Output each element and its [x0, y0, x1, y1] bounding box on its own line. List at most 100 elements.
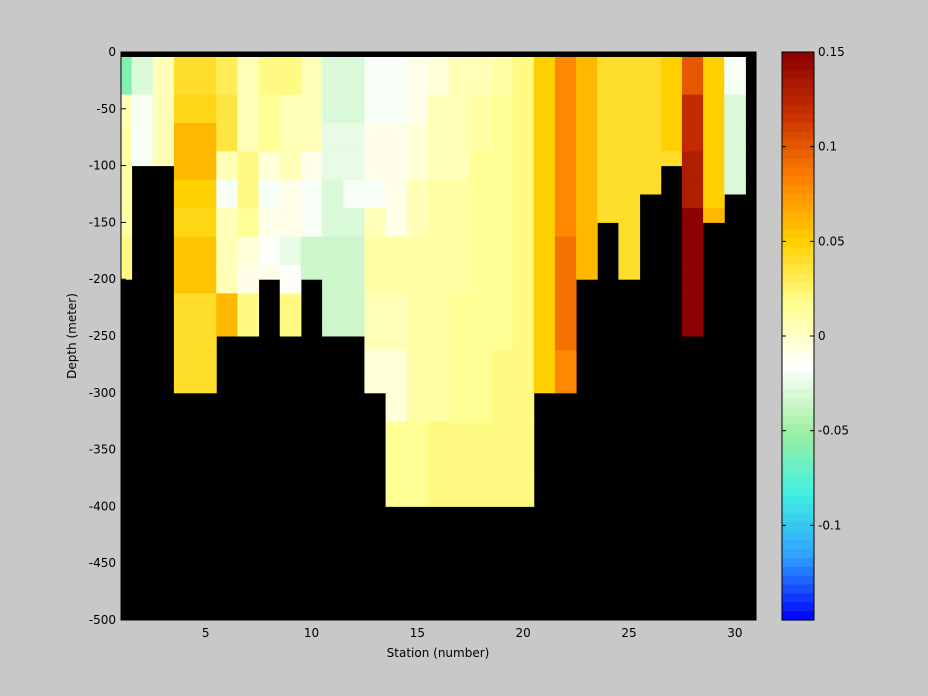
heatmap-cell [237, 151, 260, 181]
heatmap-cell [618, 123, 641, 152]
heatmap-cell [343, 179, 365, 209]
heatmap-cell [660, 69, 683, 96]
heatmap-cell [470, 350, 492, 380]
colorbar-tick-label: -0.05 [818, 424, 849, 438]
heatmap-cell [385, 208, 408, 238]
colorbar-swatch [782, 504, 814, 515]
colorbar-swatch [782, 273, 814, 284]
heatmap-cell [195, 236, 217, 266]
colorbar-swatch [782, 451, 814, 461]
heatmap-cell [385, 123, 408, 152]
heatmap-cell [576, 151, 598, 181]
heatmap-cell [322, 179, 344, 209]
heatmap-cell [216, 123, 238, 152]
heatmap-cell [195, 151, 217, 181]
heatmap-cell [131, 69, 154, 96]
heatmap-cell [364, 321, 387, 351]
heatmap-cell [427, 321, 450, 351]
colorbar-swatch [782, 282, 814, 293]
heatmap-cell [449, 236, 471, 266]
heatmap-cell [554, 265, 577, 294]
heatmap-cell [639, 123, 662, 152]
heatmap-cell [427, 179, 450, 209]
colorbar-swatch [782, 87, 814, 97]
heatmap-cell [681, 123, 704, 152]
heatmap-cell [491, 208, 514, 238]
heatmap-cell [533, 321, 556, 351]
heatmap-cell [279, 293, 302, 323]
colorbar-tick-label: 0.15 [818, 45, 845, 59]
heatmap-cell [364, 378, 387, 394]
heatmap-cell [216, 179, 238, 209]
heatmap-cell [173, 179, 196, 209]
y-tick-label: -350 [89, 443, 116, 457]
heatmap-cell [385, 478, 408, 507]
heatmap-cell [703, 208, 725, 223]
heatmap-cell [152, 151, 175, 167]
colorbar-swatch [782, 202, 814, 213]
heatmap-cell [258, 265, 281, 280]
heatmap-cell [385, 378, 408, 422]
colorbar-swatch [782, 149, 814, 160]
heatmap-cell [322, 94, 344, 124]
heatmap-cell [554, 293, 577, 323]
heatmap-cell [300, 69, 323, 96]
colorbar-swatch [782, 220, 814, 231]
heatmap-cell [576, 265, 598, 280]
heatmap-cell [364, 236, 387, 266]
heatmap-cell [343, 69, 365, 96]
heatmap-cell [491, 350, 514, 380]
colorbar-swatch [782, 522, 814, 532]
heatmap-cell [703, 151, 725, 181]
heatmap-cell [364, 94, 387, 124]
heatmap-cell [449, 179, 471, 209]
heatmap-cell [512, 265, 535, 294]
heatmap-cell [512, 421, 535, 479]
colorbar-swatch [782, 247, 814, 257]
heatmap-cell [703, 69, 725, 96]
y-axis-ticks: 0 -50 -100 -150 -200 -250 -300 -350 -400 -450 -500 [89, 45, 126, 627]
heatmap-cell [427, 293, 450, 323]
heatmap-cell [427, 378, 450, 422]
colorbar-tick-label: 0.1 [818, 140, 837, 154]
heatmap-cell [216, 293, 238, 323]
heatmap-cell [279, 236, 302, 266]
heatmap-cell [343, 94, 365, 124]
colorbar-swatch [782, 531, 814, 541]
heatmap-cell [216, 69, 238, 96]
heatmap-cell [279, 151, 302, 181]
heatmap-cell [470, 421, 492, 479]
heatmap-cell [512, 378, 535, 422]
heatmap-cell [681, 69, 704, 96]
heatmap-cell [364, 350, 387, 380]
heatmap-cell [258, 123, 281, 152]
colorbar-swatch [782, 158, 814, 168]
heatmap-cell [427, 69, 450, 96]
heatmap-cell [279, 265, 302, 294]
y-tick-label: -100 [89, 159, 116, 173]
heatmap-cell [576, 123, 598, 152]
heatmap-cell [173, 236, 196, 266]
colorbar-swatch [782, 442, 814, 452]
heatmap-cell [406, 179, 429, 209]
colorbar-swatch [782, 78, 814, 89]
heatmap-cell [491, 123, 514, 152]
heatmap-cell [449, 208, 471, 238]
heatmap-cell [173, 94, 196, 124]
heatmap-cell [512, 151, 535, 181]
x-axis-label: Station (number) [387, 646, 490, 660]
heatmap-cell [343, 293, 365, 323]
heatmap-cell [449, 350, 471, 380]
heatmap-cell [512, 293, 535, 323]
heatmap-cell [364, 151, 387, 181]
heatmap-cell [491, 236, 514, 266]
colorbar-swatch [782, 114, 814, 124]
colorbar-swatch [782, 167, 814, 177]
heatmap-cell [385, 69, 408, 96]
x-tick-label: 20 [516, 626, 531, 640]
colorbar-swatch [782, 123, 814, 133]
x-tick-label: 10 [304, 626, 319, 640]
heatmap-cell [491, 94, 514, 124]
heatmap-cell [533, 378, 556, 394]
heatmap-cell [406, 69, 429, 96]
